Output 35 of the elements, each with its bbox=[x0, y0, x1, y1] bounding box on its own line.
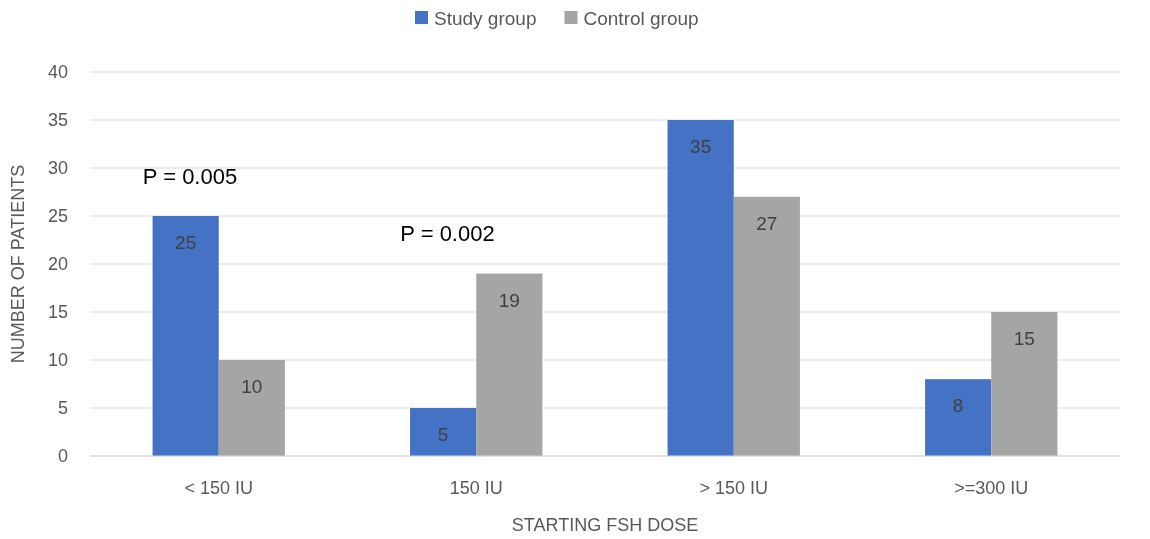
x-tick-label: 150 IU bbox=[449, 478, 503, 498]
data-label: 15 bbox=[1013, 328, 1035, 349]
y-tick-label: 40 bbox=[47, 62, 68, 83]
data-label: 8 bbox=[952, 395, 964, 417]
bar bbox=[410, 408, 477, 456]
y-tick-label: 30 bbox=[47, 158, 68, 179]
bar bbox=[667, 120, 734, 456]
data-label: 35 bbox=[690, 136, 712, 157]
x-tick-label: > 150 IU bbox=[699, 478, 769, 498]
y-tick-label: 35 bbox=[47, 110, 68, 131]
legend-label: Control group bbox=[583, 7, 699, 29]
y-tick-label: 20 bbox=[47, 254, 68, 275]
x-axis-title: STARTING FSH DOSE bbox=[511, 515, 699, 535]
data-label: 5 bbox=[437, 424, 449, 445]
data-label: 19 bbox=[498, 289, 520, 311]
x-tick-label: < 150 IU bbox=[184, 478, 254, 498]
bar bbox=[152, 216, 219, 456]
x-tick-label: >=300 IU bbox=[954, 478, 1029, 498]
y-tick-label: 25 bbox=[47, 206, 68, 227]
legend-label: Study group bbox=[434, 7, 537, 29]
bar bbox=[925, 379, 992, 456]
bar bbox=[733, 196, 800, 456]
y-tick-label: 0 bbox=[57, 446, 68, 467]
bar bbox=[476, 273, 543, 456]
bar bbox=[991, 312, 1058, 456]
data-label: 25 bbox=[175, 232, 197, 253]
y-tick-label: 5 bbox=[57, 398, 68, 419]
data-label: 27 bbox=[756, 212, 778, 234]
y-tick-label: 15 bbox=[47, 302, 68, 323]
data-label: 10 bbox=[241, 376, 263, 397]
annotation: P = 0.005 bbox=[142, 163, 238, 189]
y-tick-label: 10 bbox=[47, 350, 68, 371]
bar bbox=[218, 360, 285, 456]
annotation: P = 0.002 bbox=[400, 221, 495, 247]
y-axis-title: NUMBER OF PATIENTS bbox=[8, 164, 28, 364]
